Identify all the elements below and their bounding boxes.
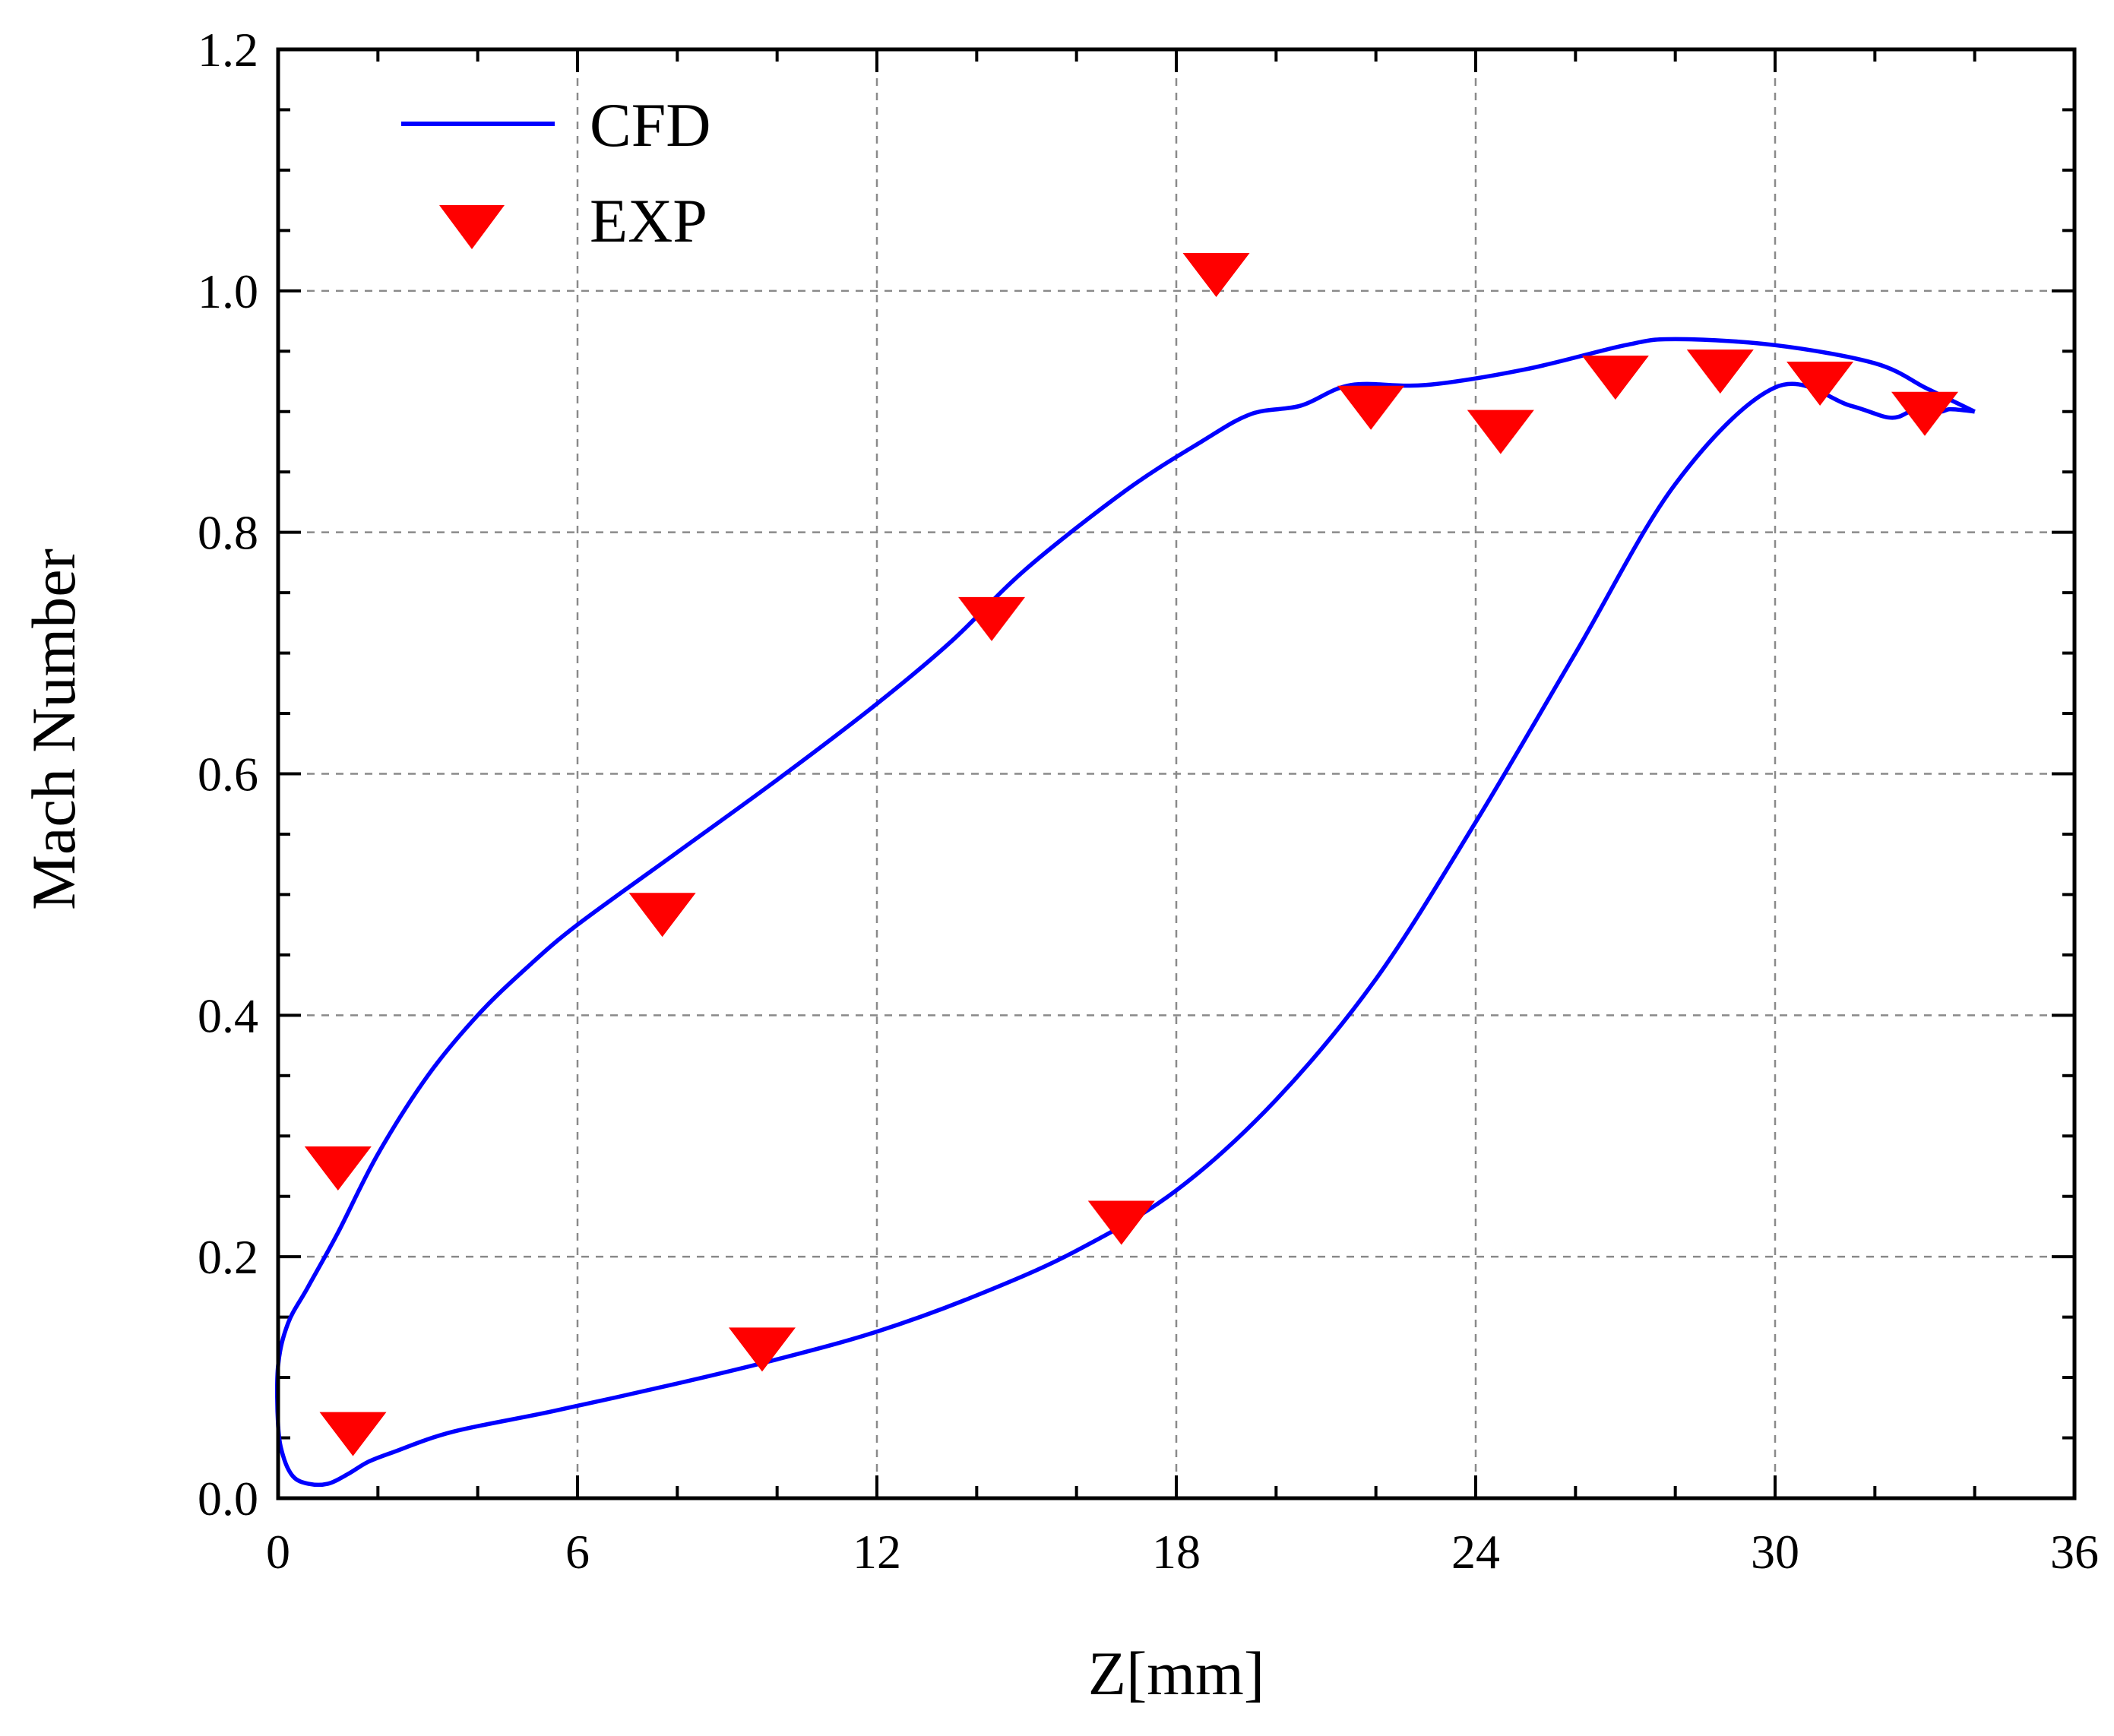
exp-point — [319, 1412, 387, 1456]
legend-exp-label: EXP — [590, 186, 707, 255]
cfd-line — [274, 337, 1976, 1488]
x-tick-label: 0 — [266, 1525, 290, 1579]
exp-point — [1087, 1200, 1155, 1245]
y-tick-label: 0.0 — [198, 1472, 258, 1526]
exp-point — [628, 893, 696, 938]
x-tick-label: 30 — [1751, 1525, 1799, 1579]
y-tick-label: 0.8 — [198, 506, 258, 560]
x-tick-label: 12 — [853, 1525, 901, 1579]
y-tick-label: 0.6 — [198, 748, 258, 802]
exp-point — [1182, 252, 1250, 297]
x-axis-title: Z[mm] — [1088, 1639, 1264, 1708]
legend: CFD EXP — [401, 90, 711, 255]
exp-point — [1337, 385, 1405, 430]
exp-point — [728, 1327, 796, 1372]
x-tick-label: 18 — [1152, 1525, 1201, 1579]
exp-series — [304, 252, 1958, 1456]
grid-lines — [278, 49, 2074, 1498]
legend-exp-marker — [439, 205, 505, 249]
exp-point — [1786, 362, 1854, 406]
x-tick-label: 6 — [565, 1525, 590, 1579]
exp-point — [958, 596, 1026, 641]
exp-point — [1686, 349, 1754, 394]
cfd-series — [274, 337, 1976, 1488]
y-tick-label: 1.0 — [198, 264, 258, 318]
y-tick-label: 0.2 — [198, 1230, 258, 1284]
exp-point — [1467, 409, 1534, 454]
tick-labels: 0 6 12 18 24 30 36 0.0 0.2 0.4 0.6 0.8 1.0 1.2 — [198, 23, 2099, 1579]
exp-point — [304, 1146, 372, 1191]
y-tick-label: 1.2 — [198, 23, 258, 77]
plot-frame — [276, 47, 2077, 1500]
y-axis-title: Mach Number — [19, 549, 88, 910]
exp-point — [1891, 391, 1958, 436]
exp-point — [1581, 356, 1649, 400]
y-tick-label: 0.4 — [198, 988, 258, 1042]
x-tick-label: 36 — [2050, 1525, 2099, 1579]
x-tick-label: 24 — [1451, 1525, 1500, 1579]
legend-cfd-label: CFD — [590, 90, 711, 160]
